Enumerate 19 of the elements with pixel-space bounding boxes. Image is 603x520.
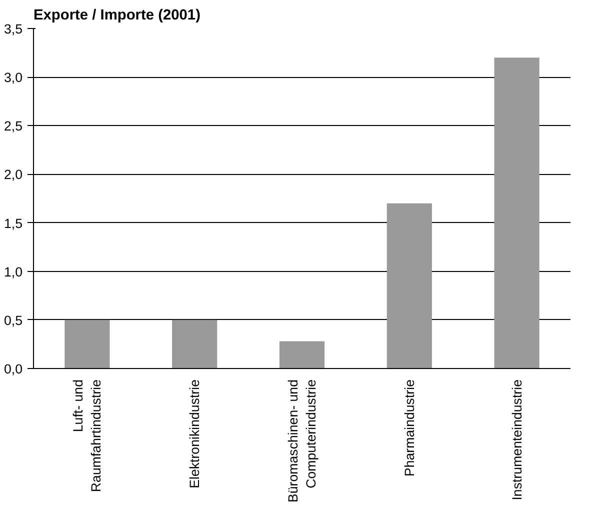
bar	[494, 58, 540, 368]
x-tick-label: Elektronikindustrie	[187, 379, 202, 488]
y-tick-label: 2,5	[4, 118, 23, 134]
x-tick-label: Pharmaindustrie	[402, 380, 417, 477]
chart-title: Exporte / Importe (2001)	[34, 8, 201, 24]
y-tick-label: 0,0	[4, 362, 23, 376]
y-tick-label: 2,0	[4, 167, 23, 182]
bar	[172, 320, 218, 368]
y-tick-label: 0,5	[4, 312, 23, 328]
x-tick-label: Büromaschinen- und Computerindustrie	[286, 379, 318, 502]
bar	[279, 341, 325, 368]
y-tick-label: 1,0	[4, 264, 23, 280]
y-tick-label: 3,0	[4, 70, 23, 86]
bar	[386, 203, 432, 368]
x-tick-label: Luft- und Raumfahrtindustrie	[70, 379, 104, 492]
y-tick-label: 3,5	[4, 22, 23, 36]
y-tick-label: 1,5	[4, 216, 23, 231]
bar	[64, 320, 110, 368]
x-tick-label: Instrumenteindustrie	[509, 379, 524, 500]
